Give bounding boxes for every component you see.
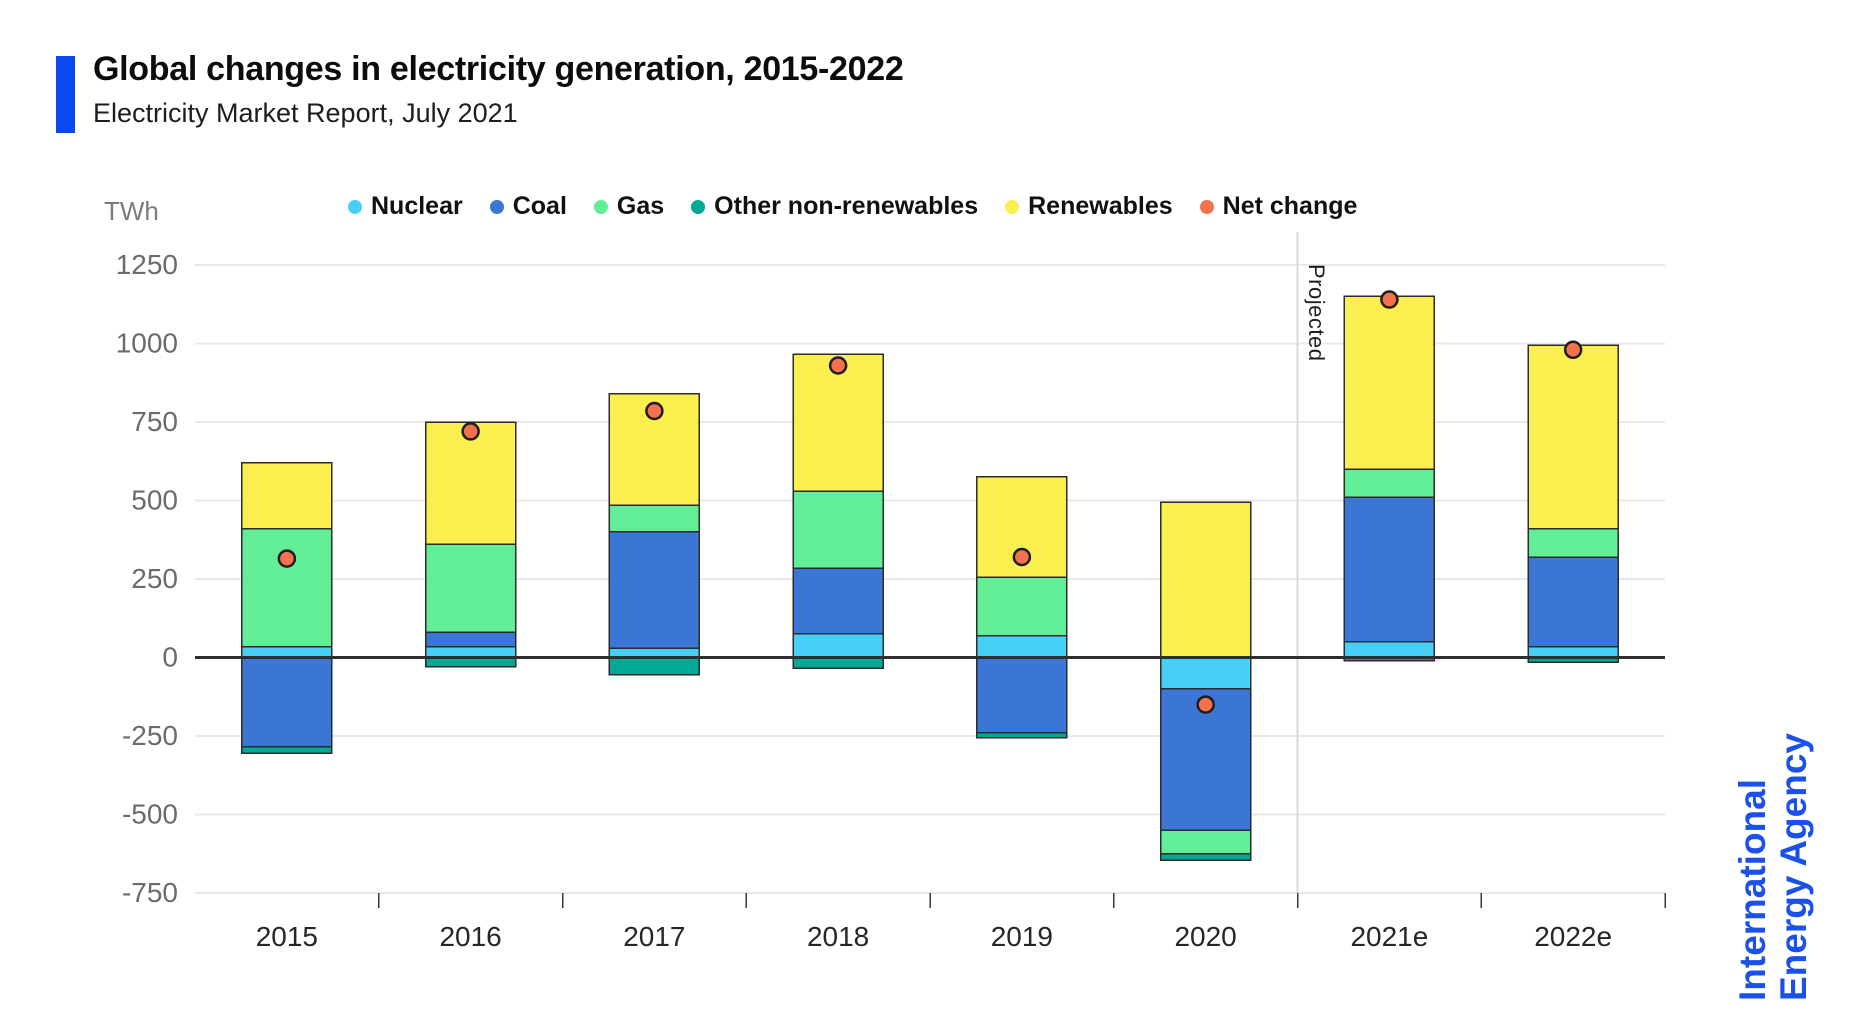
y-axis-unit-label: TWh	[104, 196, 159, 226]
svg-text:1250: 1250	[116, 249, 178, 280]
legend-item-label: Nuclear	[371, 192, 463, 220]
legend-color-dot	[1199, 199, 1214, 214]
iea-logo-line2: Energy Agency	[1773, 733, 1815, 1001]
iea-logo-line1: International	[1732, 778, 1773, 1001]
legend-color-dot	[1005, 199, 1020, 214]
legend-item-nuclear: Nuclear	[348, 192, 463, 221]
legend-item-label: Other non-renewables	[714, 192, 979, 220]
svg-text:500: 500	[131, 485, 178, 516]
svg-text:2021e: 2021e	[1350, 921, 1428, 952]
page-subtitle: Electricity Market Report, July 2021	[93, 98, 518, 128]
legend-item-label: Net change	[1222, 192, 1358, 220]
iea-logo: International Energy Agency	[1732, 581, 1818, 1001]
svg-text:0: 0	[162, 642, 178, 673]
legend-color-dot	[691, 199, 706, 214]
legend-item-label: Gas	[616, 192, 665, 220]
legend-item-coal: Coal	[489, 192, 567, 221]
chart-legend: Nuclear Coal Gas Other non-renewables Renewa…	[348, 192, 1357, 221]
title-accent-bar	[56, 56, 75, 133]
svg-text:2019: 2019	[991, 921, 1053, 952]
svg-text:2020: 2020	[1174, 921, 1236, 952]
legend-item-label: Coal	[512, 192, 567, 220]
page-title: Global changes in electricity generation…	[93, 50, 904, 88]
legend-item-gas: Gas	[593, 192, 665, 221]
svg-text:1000: 1000	[116, 328, 178, 359]
svg-text:2015: 2015	[256, 921, 318, 952]
legend-color-dot	[348, 199, 362, 214]
svg-text:2016: 2016	[439, 921, 501, 952]
legend-color-dot	[489, 199, 504, 214]
svg-text:2018: 2018	[807, 921, 869, 952]
svg-text:2022e: 2022e	[1534, 921, 1612, 952]
svg-text:-500: -500	[122, 799, 178, 830]
svg-text:250: 250	[131, 563, 178, 594]
projected-label: Projected	[1304, 264, 1329, 362]
legend-color-dot	[593, 199, 608, 214]
svg-text:750: 750	[131, 406, 178, 437]
legend-item-net-change: Net change	[1199, 192, 1358, 221]
svg-text:-750: -750	[122, 877, 178, 908]
legend-item-other-non-renewables: Other non-renewables	[691, 192, 978, 221]
legend-item-renewables: Renewables	[1005, 192, 1173, 221]
svg-text:-250: -250	[122, 720, 178, 751]
legend-item-label: Renewables	[1028, 192, 1173, 220]
svg-text:2017: 2017	[623, 921, 685, 952]
